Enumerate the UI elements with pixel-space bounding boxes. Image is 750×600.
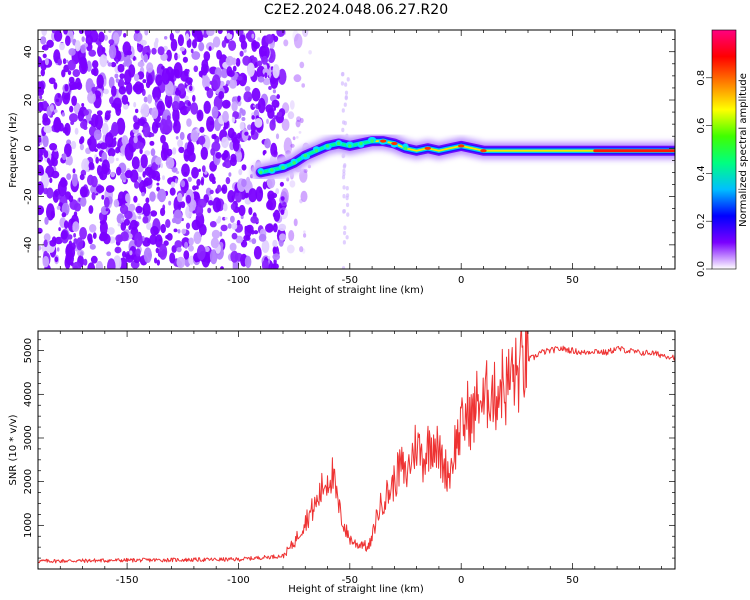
colorbar-tick-label: 0.0: [696, 261, 707, 277]
spectral-ridge: [249, 130, 675, 184]
x-tick-label: -150: [116, 575, 139, 586]
spectrogram-ticks: -150 -100 -50 0 50 -40 -20 0 20 40: [23, 30, 675, 286]
snr-series-line: [38, 331, 675, 564]
y-tick-label: 5000: [23, 338, 34, 363]
noise-region: [38, 30, 350, 269]
y-tick-label: 4000: [23, 382, 34, 407]
spectrogram-xlabel: Height of straight line (km): [288, 285, 424, 296]
colorbar-gradient: [712, 30, 736, 269]
colorbar-ticks: 0.0 0.2 0.4 0.6 0.8: [696, 70, 712, 277]
x-tick-label: 50: [566, 575, 579, 586]
colorbar-label: Normalized spectral amplitude: [738, 73, 749, 227]
snr-frame: [37, 330, 676, 570]
y-tick-label: 20: [23, 94, 34, 107]
spectrogram-panel: -150 -100 -50 0 50 -40 -20 0 20 40 Height of stra…: [8, 29, 676, 296]
snr-frame-bg: [38, 331, 675, 569]
y-tick-label: -40: [23, 237, 34, 253]
colorbar: 0.0 0.2 0.4 0.6 0.8 Normalized spectral ampl…: [696, 29, 749, 277]
colorbar-tick-label: 0.6: [696, 118, 707, 134]
spectrogram-ylabel: Frequency (Hz): [8, 112, 19, 188]
y-tick-label: -20: [23, 188, 34, 204]
y-tick-label: 2000: [23, 469, 34, 494]
colorbar-tick-label: 0.2: [696, 213, 707, 229]
snr-ylabel: SNR (10 * v/v): [8, 414, 19, 485]
colorbar-frame: [711, 29, 737, 270]
x-tick-label: 0: [458, 575, 464, 586]
y-tick-label: 1000: [23, 513, 34, 538]
colorbar-tick-label: 0.4: [696, 165, 707, 181]
x-tick-label: -50: [342, 275, 358, 286]
x-tick-label: 50: [566, 275, 579, 286]
snr-xlabel: Height of straight line (km): [288, 584, 424, 595]
y-tick-label: 0: [23, 145, 34, 151]
figure-title: C2E2.2024.048.06.27.R20: [264, 2, 448, 18]
x-tick-label: -100: [227, 275, 250, 286]
snr-ticks: -150 -100 -50 0 50 1000 2000 3000 4000 5000: [23, 331, 675, 586]
x-tick-label: -150: [116, 275, 139, 286]
snr-panel: -150 -100 -50 0 50 1000 2000 3000 4000 5000 Heigh…: [8, 330, 676, 595]
colorbar-tick-label: 0.8: [696, 70, 707, 86]
x-tick-label: -100: [227, 575, 250, 586]
y-tick-label: 40: [23, 45, 34, 58]
y-tick-label: 3000: [23, 425, 34, 450]
x-tick-label: 0: [458, 275, 464, 286]
spectrogram-frame: [37, 29, 676, 270]
x-tick-label: -50: [342, 575, 358, 586]
